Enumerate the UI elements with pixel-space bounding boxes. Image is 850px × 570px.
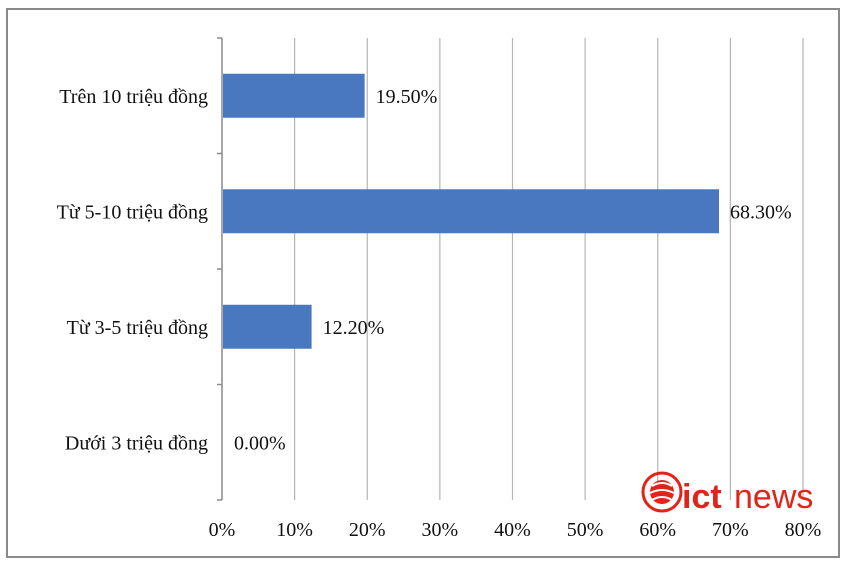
x-tick-label: 60% (639, 519, 676, 541)
x-tick-label: 50% (567, 519, 604, 541)
data-label: 68.30% (730, 201, 792, 223)
ictnews-logo-news: news (734, 478, 813, 516)
category-label: Từ 3-5 triệu đồng (67, 317, 208, 339)
bars (223, 73, 720, 349)
value-labels: 19.50% 68.30% 12.20% 0.00% (234, 86, 792, 455)
bar (223, 73, 365, 118)
category-label: Trên 10 triệu đồng (59, 86, 208, 108)
bar (223, 189, 720, 234)
data-label: 19.50% (376, 86, 438, 108)
x-tick-label: 40% (494, 519, 531, 541)
ictnews-logo-mark-icon (641, 471, 683, 513)
axes (217, 37, 223, 501)
x-tick-label: 80% (785, 519, 822, 541)
ictnews-logo: ict news (641, 471, 813, 516)
x-tick-label: 10% (276, 519, 313, 541)
x-tick-label: 0% (209, 519, 236, 541)
bar (223, 304, 312, 349)
ictnews-logo-ict: ict (682, 478, 722, 516)
category-label: Từ 5-10 triệu đồng (57, 201, 208, 223)
x-tick-label: 70% (712, 519, 749, 541)
x-tick-labels: 0% 10% 20% 30% 40% 50% 60% 70% 80% (209, 519, 822, 541)
x-tick-label: 30% (422, 519, 459, 541)
gridlines (294, 38, 804, 500)
data-label: 0.00% (234, 432, 286, 454)
category-labels: Trên 10 triệu đồng Từ 5-10 triệu đồng Từ 3… (57, 86, 208, 455)
chart-frame: Trên 10 triệu đồng Từ 5-10 triệu đồng Từ 3… (6, 8, 840, 558)
category-label: Dưới 3 triệu đồng (65, 432, 208, 454)
x-tick-label: 20% (349, 519, 386, 541)
data-label: 12.20% (323, 317, 385, 339)
bar-chart: Trên 10 triệu đồng Từ 5-10 triệu đồng Từ 3… (57, 37, 822, 541)
